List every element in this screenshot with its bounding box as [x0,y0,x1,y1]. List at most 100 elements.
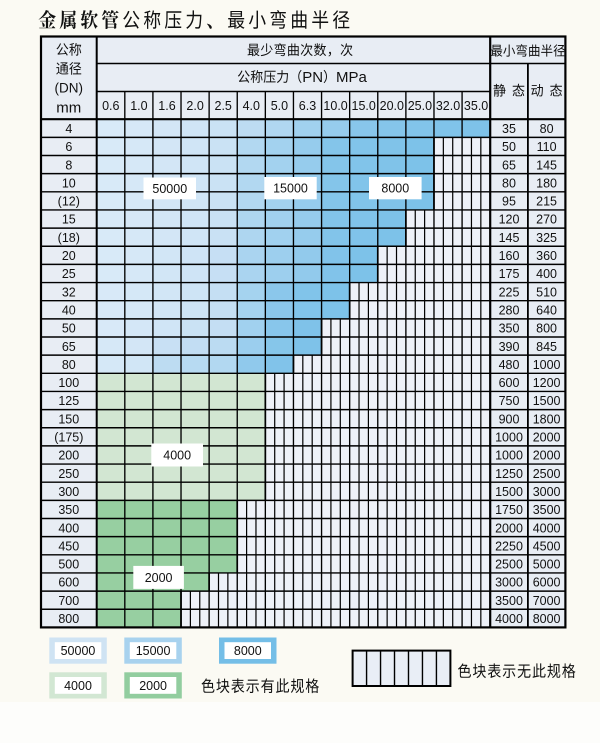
svg-text:15: 15 [62,213,76,227]
svg-text:PN: PN [302,69,323,86]
svg-text:0.6: 0.6 [102,99,119,113]
svg-text:MPa: MPa [336,69,368,86]
svg-text:5000: 5000 [533,558,561,572]
svg-text:95: 95 [502,195,516,209]
svg-text:1000: 1000 [495,431,523,445]
svg-text:2000: 2000 [533,449,561,463]
svg-text:500: 500 [58,558,79,572]
svg-text:4000: 4000 [64,679,92,693]
svg-text:750: 750 [499,394,520,408]
svg-text:25.0: 25.0 [408,99,432,113]
svg-text:1.0: 1.0 [130,99,147,113]
svg-text:40: 40 [62,304,76,318]
svg-text:175: 175 [499,267,520,281]
svg-text:6000: 6000 [533,576,561,590]
svg-text:450: 450 [58,539,79,553]
svg-text:4500: 4500 [533,539,561,553]
svg-text:2000: 2000 [145,571,173,585]
svg-text:350: 350 [499,322,520,336]
svg-text:1800: 1800 [533,412,561,426]
svg-text:1250: 1250 [495,467,523,481]
svg-text:2.0: 2.0 [186,99,203,113]
svg-text:10: 10 [62,176,76,190]
svg-text:3000: 3000 [533,485,561,499]
svg-text:280: 280 [499,304,520,318]
svg-text:32.0: 32.0 [436,99,460,113]
svg-text:50: 50 [502,140,516,154]
svg-text:800: 800 [58,612,79,626]
svg-text:800: 800 [536,322,557,336]
svg-text:65: 65 [502,158,516,172]
svg-text:845: 845 [536,340,557,354]
svg-text:(DN): (DN) [55,81,84,96]
svg-text:2000: 2000 [495,521,523,535]
svg-text:400: 400 [536,267,557,281]
svg-text:125: 125 [58,394,79,408]
svg-text:510: 510 [536,285,557,299]
svg-text:600: 600 [499,376,520,390]
svg-text:mm: mm [56,99,81,116]
svg-text:3500: 3500 [495,594,523,608]
svg-text:4000: 4000 [495,612,523,626]
svg-text:4000: 4000 [533,521,561,535]
svg-text:8000: 8000 [381,182,409,196]
svg-text:3000: 3000 [495,576,523,590]
svg-text:65: 65 [62,340,76,354]
svg-text:4000: 4000 [163,448,191,462]
svg-text:2000: 2000 [533,431,561,445]
svg-text:15000: 15000 [136,644,171,658]
svg-text:4: 4 [65,122,72,136]
svg-text:1.6: 1.6 [158,99,175,113]
svg-text:1000: 1000 [533,358,561,372]
svg-text:80: 80 [62,358,76,372]
svg-text:225: 225 [499,285,520,299]
svg-text:160: 160 [499,249,520,263]
svg-text:145: 145 [536,158,557,172]
svg-text:8000: 8000 [533,612,561,626]
svg-text:390: 390 [499,340,520,354]
svg-text:20: 20 [62,249,76,263]
svg-text:700: 700 [58,594,79,608]
svg-text:(12): (12) [58,195,80,209]
svg-text:270: 270 [536,213,557,227]
svg-text:145: 145 [499,231,520,245]
svg-text:32: 32 [62,285,76,299]
svg-text:1500: 1500 [533,394,561,408]
svg-text:15.0: 15.0 [352,99,376,113]
svg-text:50: 50 [62,322,76,336]
svg-text:80: 80 [540,122,554,136]
svg-text:2.5: 2.5 [215,99,232,113]
svg-text:5.0: 5.0 [271,99,288,113]
svg-text:110: 110 [537,140,557,154]
svg-text:150: 150 [58,412,79,426]
svg-text:480: 480 [499,358,520,372]
svg-text:200: 200 [58,449,79,463]
svg-text:2500: 2500 [495,558,523,572]
svg-text:15000: 15000 [273,182,308,196]
svg-text:4.0: 4.0 [243,99,260,113]
svg-text:120: 120 [499,213,520,227]
svg-text:360: 360 [536,249,557,263]
svg-text:600: 600 [58,576,79,590]
svg-text:7000: 7000 [533,594,561,608]
svg-text:1750: 1750 [495,503,523,517]
svg-text:35.0: 35.0 [464,99,488,113]
svg-text:2000: 2000 [139,679,167,693]
svg-text:25: 25 [62,267,76,281]
svg-text:6.3: 6.3 [299,99,316,113]
svg-text:3500: 3500 [533,503,561,517]
svg-text:(18): (18) [58,231,80,245]
svg-text:20.0: 20.0 [380,99,404,113]
svg-text:1500: 1500 [495,485,523,499]
svg-text:215: 215 [536,195,557,209]
svg-text:8: 8 [65,158,72,172]
svg-text:(175): (175) [54,431,83,445]
svg-text:2500: 2500 [533,467,561,481]
svg-text:80: 80 [502,176,516,190]
svg-text:300: 300 [58,485,79,499]
svg-text:50000: 50000 [152,182,187,196]
svg-text:2250: 2250 [495,539,523,553]
svg-text:900: 900 [499,412,520,426]
svg-text:350: 350 [58,503,79,517]
svg-text:1200: 1200 [533,376,561,390]
